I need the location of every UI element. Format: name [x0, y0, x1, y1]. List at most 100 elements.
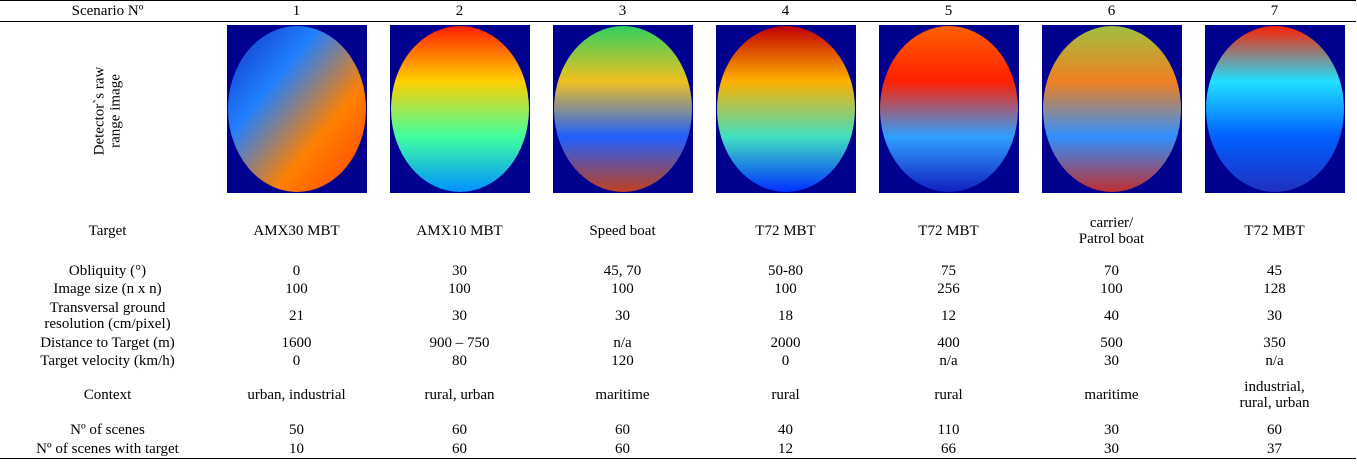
data-row: Target velocity (km/h) 0 80 120 0 n/a 30 n/a: [0, 352, 1356, 370]
header-cell: 2: [378, 0, 541, 22]
data-cell: AMX30 MBT: [253, 223, 340, 239]
data-cell: 80: [452, 353, 467, 369]
row-label: Transversal ground resolution (cm/pixel): [44, 300, 171, 332]
header-cell: 5: [867, 0, 1030, 22]
data-cell: 30: [615, 308, 630, 324]
data-cell: 1600: [281, 335, 312, 351]
data-cell: 0: [781, 353, 790, 369]
data-cell: 120: [611, 353, 634, 369]
data-cell: rural: [934, 387, 963, 403]
data-cell: 500: [1100, 335, 1123, 351]
data-cell: 0: [292, 263, 301, 279]
data-cell: AMX10 MBT: [416, 223, 503, 239]
data-cell: 30: [1104, 353, 1119, 369]
data-cell: 0: [292, 353, 301, 369]
range-image: [552, 25, 693, 193]
range-image: [226, 25, 367, 193]
data-cell: carrier/ Patrol boat: [1078, 215, 1145, 247]
range-image: [389, 25, 530, 193]
data-row: Nº of scenes 50 60 60 40 110 30 60: [0, 420, 1356, 440]
data-cell: 100: [448, 281, 471, 297]
scenario-table: Scenario Nº 1 2 3 4 5 6 7 Detector`s raw range i…: [0, 0, 1356, 459]
header-cell: 4: [704, 0, 867, 22]
image-row: Detector`s raw range image: [0, 22, 1356, 201]
data-cell: 100: [1100, 281, 1123, 297]
row-label: Target: [88, 223, 127, 239]
image-row-label: Detector`s raw range image: [91, 66, 124, 156]
range-image: [715, 25, 856, 193]
image-cell: [1030, 22, 1193, 201]
data-cell: 40: [778, 422, 793, 438]
range-image: [1204, 25, 1345, 193]
row-label: Image size (n x n): [53, 281, 162, 297]
data-cell: Speed boat: [589, 223, 656, 239]
data-cell: 75: [941, 263, 956, 279]
data-cell: 37: [1267, 441, 1282, 457]
data-row: Context urban, industrial rural, urban mari…: [0, 370, 1356, 420]
data-cell: 30: [1267, 308, 1282, 324]
data-cell: n/a: [613, 335, 632, 351]
data-cell: T72 MBT: [918, 223, 979, 239]
data-cell: 18: [778, 308, 793, 324]
data-cell: 70: [1104, 263, 1119, 279]
image-cell: [215, 22, 378, 201]
data-cell: 100: [611, 281, 634, 297]
data-cell: 60: [1267, 422, 1282, 438]
data-cell: 256: [937, 281, 960, 297]
data-cell: rural: [771, 387, 800, 403]
data-cell: 45: [1267, 263, 1282, 279]
data-row: Nº of scenes with target 10 60 60 12 66 30 37: [0, 440, 1356, 459]
data-cell: T72 MBT: [1244, 223, 1305, 239]
data-cell: 60: [615, 422, 630, 438]
data-cell: 50-80: [768, 263, 803, 279]
data-cell: 10: [289, 441, 304, 457]
header-cell: Scenario Nº: [0, 0, 215, 22]
data-row: Distance to Target (m) 1600 900 – 750 n/a 20…: [0, 334, 1356, 352]
data-cell: 40: [1104, 308, 1119, 324]
data-cell: urban, industrial: [247, 387, 346, 403]
data-cell: 30: [452, 308, 467, 324]
range-image: [878, 25, 1019, 193]
image-cell: [704, 22, 867, 201]
header-cell: 3: [541, 0, 704, 22]
data-cell: 400: [937, 335, 960, 351]
data-cell: industrial, rural, urban: [1239, 379, 1310, 411]
data-cell: 900 – 750: [429, 335, 490, 351]
table-body: Scenario Nº 1 2 3 4 5 6 7 Detector`s raw range i…: [0, 0, 1356, 459]
range-image: [1041, 25, 1182, 193]
data-cell: rural, urban: [424, 387, 495, 403]
data-cell: maritime: [595, 387, 650, 403]
data-row: Image size (n x n) 100 100 100 100 256 100 128: [0, 280, 1356, 298]
row-label: Nº of scenes with target: [36, 441, 179, 457]
data-cell: 60: [615, 441, 630, 457]
data-cell: 110: [937, 422, 960, 438]
row-label: Obliquity (°): [68, 263, 147, 279]
image-cell: [541, 22, 704, 201]
data-cell: 45, 70: [603, 263, 642, 279]
data-cell: 50: [289, 422, 304, 438]
data-cell: 66: [941, 441, 956, 457]
data-cell: 100: [285, 281, 308, 297]
data-cell: 12: [941, 308, 956, 324]
data-row: Transversal ground resolution (cm/pixel)…: [0, 298, 1356, 334]
data-row: Obliquity (°) 0 30 45, 70 50-80 75 70 45: [0, 262, 1356, 280]
header-cell: 6: [1030, 0, 1193, 22]
data-cell: 30: [452, 263, 467, 279]
header-cell: 1: [215, 0, 378, 22]
header-cell: 7: [1193, 0, 1356, 22]
data-cell: 12: [778, 441, 793, 457]
data-cell: n/a: [939, 353, 958, 369]
data-cell: 30: [1104, 441, 1119, 457]
image-cell: [1193, 22, 1356, 201]
data-cell: 60: [452, 441, 467, 457]
data-row: Target AMX30 MBT AMX10 MBT Speed boat T72 MB…: [0, 200, 1356, 262]
row-label: Nº of scenes: [70, 422, 145, 438]
data-cell: 128: [1263, 281, 1286, 297]
data-cell: T72 MBT: [755, 223, 816, 239]
image-cell: [378, 22, 541, 201]
row-label: Distance to Target (m): [40, 335, 175, 351]
row-label: Target velocity (km/h): [40, 353, 175, 369]
header-row: Scenario Nº 1 2 3 4 5 6 7: [0, 0, 1356, 22]
row-label: Detector`s raw range image: [0, 22, 215, 201]
data-cell: 60: [452, 422, 467, 438]
